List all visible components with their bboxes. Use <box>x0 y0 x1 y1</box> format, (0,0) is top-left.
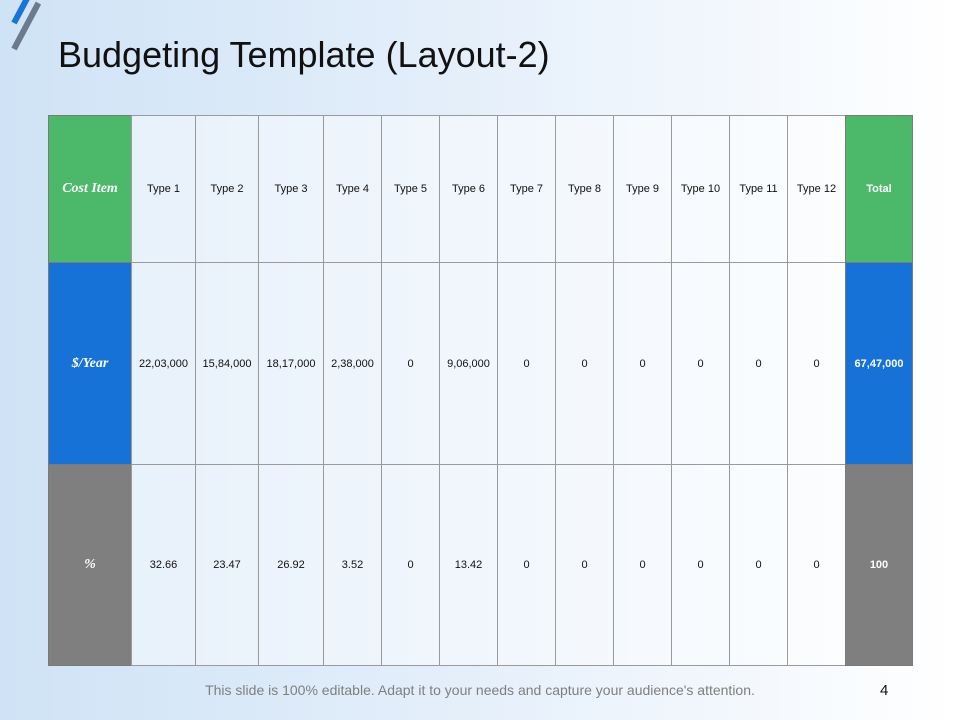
title: Budgeting Template (Layout-2) <box>58 34 550 75</box>
header-cell: Type 11 <box>729 115 788 263</box>
data-cell: 0 <box>555 464 614 666</box>
data-cell: 0 <box>381 464 440 666</box>
header-cell: Type 6 <box>439 115 498 263</box>
data-cell: 0 <box>729 262 788 465</box>
header-cell: Type 8 <box>555 115 614 263</box>
data-cell: 22,03,000 <box>131 262 196 465</box>
data-cell: 0 <box>381 262 440 465</box>
row-label: Cost Item <box>48 115 132 263</box>
data-cell: 0 <box>787 464 846 666</box>
data-cell: 15,84,000 <box>195 262 259 465</box>
row-label: % <box>48 464 132 666</box>
footer-note: This slide is 100% editable. Adapt it to… <box>205 682 755 698</box>
total-cell: Total <box>845 115 913 263</box>
data-cell: 0 <box>613 262 672 465</box>
data-cell: 0 <box>497 262 556 465</box>
total-cell: 67,47,000 <box>845 262 913 465</box>
data-cell: 2,38,000 <box>323 262 382 465</box>
header-cell: Type 3 <box>258 115 324 263</box>
row-label: $/Year <box>48 262 132 465</box>
data-cell: 0 <box>671 262 730 465</box>
header-cell: Type 9 <box>613 115 672 263</box>
header-cell: Type 7 <box>497 115 556 263</box>
header-cell: Type 5 <box>381 115 440 263</box>
header-cell: Type 4 <box>323 115 382 263</box>
data-cell: 0 <box>613 464 672 666</box>
header-cell: Type 2 <box>195 115 259 263</box>
header-cell: Type 10 <box>671 115 730 263</box>
data-cell: 18,17,000 <box>258 262 324 465</box>
data-cell: 3.52 <box>323 464 382 666</box>
header-cell: Type 12 <box>787 115 846 263</box>
data-cell: 26.92 <box>258 464 324 666</box>
data-cell: 32.66 <box>131 464 196 666</box>
data-cell: 13.42 <box>439 464 498 666</box>
data-cell: 0 <box>729 464 788 666</box>
data-cell: 0 <box>555 262 614 465</box>
data-cell: 0 <box>671 464 730 666</box>
data-cell: 0 <box>787 262 846 465</box>
data-cell: 0 <box>497 464 556 666</box>
data-cell: 23.47 <box>195 464 259 666</box>
total-cell: 100 <box>845 464 913 666</box>
data-cell: 9,06,000 <box>439 262 498 465</box>
page-number: 4 <box>880 682 889 699</box>
header-cell: Type 1 <box>131 115 196 263</box>
